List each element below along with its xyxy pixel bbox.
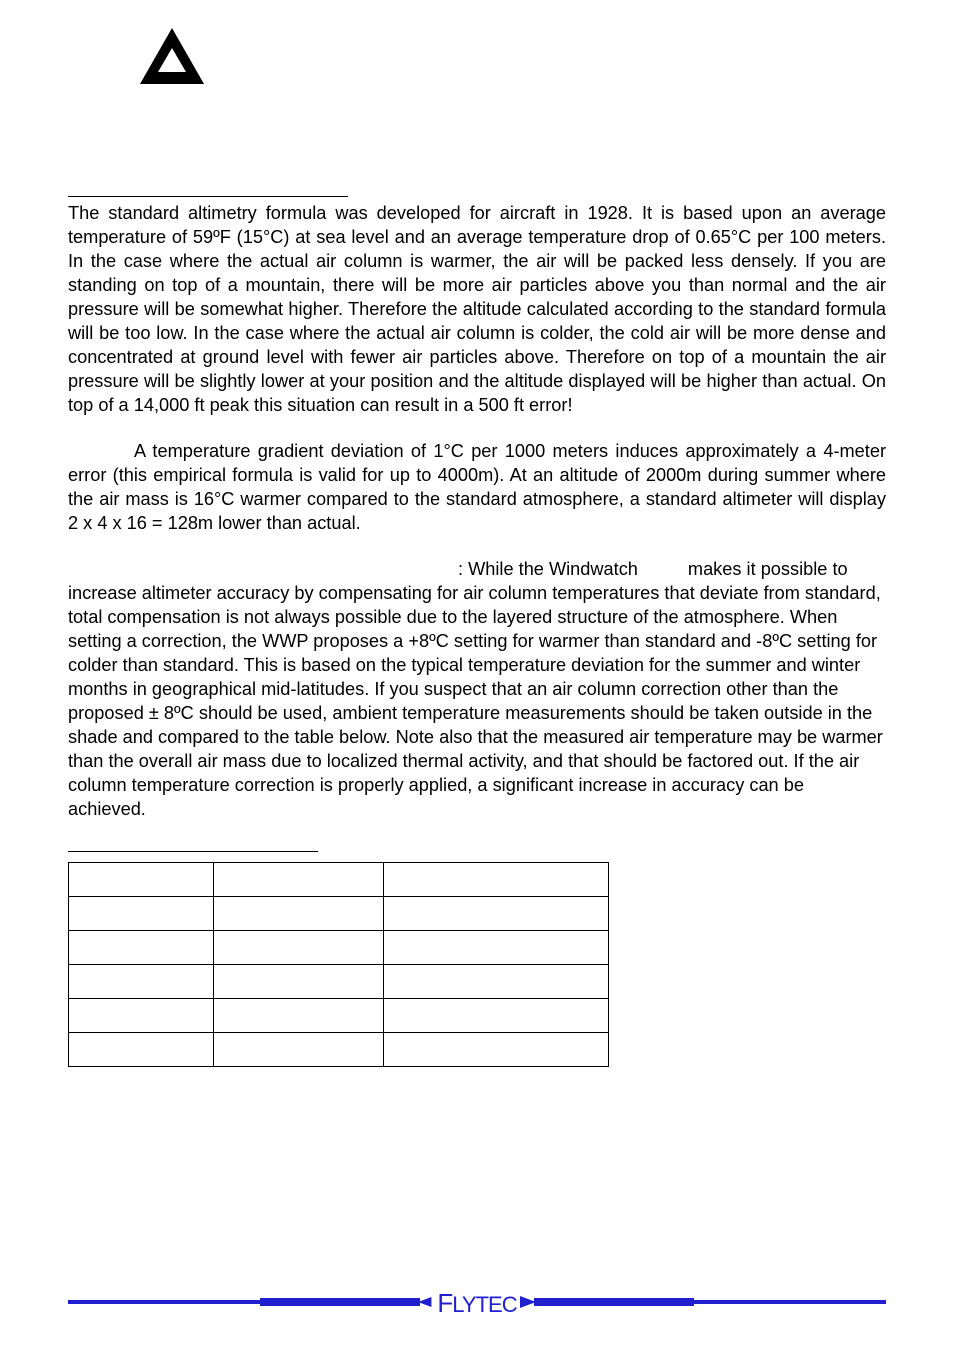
header-logo-icon — [140, 28, 204, 84]
paragraph-2-text: A temperature gradient deviation of 1°C … — [68, 441, 886, 533]
table-row — [69, 931, 609, 965]
paragraph-1: The standard altimetry formula was devel… — [68, 201, 886, 417]
table-row — [69, 1033, 609, 1067]
paragraph-2: A temperature gradient deviation of 1°C … — [68, 439, 886, 535]
paragraph-3-lead: : While the Windwatch — [458, 559, 638, 579]
footer-rule-right — [546, 1300, 886, 1304]
paragraph-3-body: makes it possible to increase altimeter … — [68, 559, 883, 819]
footer-rule-left-thick — [260, 1298, 420, 1306]
standard-atmosphere-table — [68, 862, 609, 1067]
document-body: The standard altimetry formula was devel… — [68, 196, 886, 1067]
table-header-rule — [68, 851, 318, 852]
section-rule-1 — [68, 196, 348, 197]
paragraph-3: : While the Windwatchmakes it possible t… — [68, 557, 886, 821]
page-footer: FLYTEC — [0, 1292, 954, 1312]
footer-logo-text: FLYTEC — [431, 1288, 522, 1319]
table-row — [69, 965, 609, 999]
table-row — [69, 999, 609, 1033]
table-row — [69, 863, 609, 897]
table-row — [69, 897, 609, 931]
